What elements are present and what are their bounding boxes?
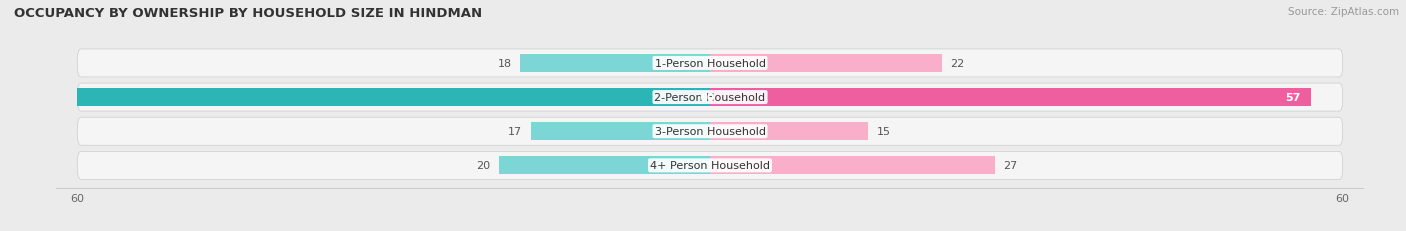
Bar [710, 89, 1310, 106]
Text: 27: 27 [1004, 161, 1018, 171]
Bar [520, 55, 710, 73]
Bar [499, 157, 710, 174]
Text: 3-Person Household: 3-Person Household [655, 127, 765, 137]
Bar [77, 89, 710, 106]
FancyBboxPatch shape [77, 118, 1343, 146]
Text: 57: 57 [1285, 93, 1301, 103]
Bar [710, 123, 868, 140]
FancyBboxPatch shape [77, 84, 1343, 112]
Text: OCCUPANCY BY OWNERSHIP BY HOUSEHOLD SIZE IN HINDMAN: OCCUPANCY BY OWNERSHIP BY HOUSEHOLD SIZE… [14, 7, 482, 20]
Bar [710, 55, 942, 73]
Text: 15: 15 [877, 127, 890, 137]
Text: 20: 20 [477, 161, 491, 171]
Text: Source: ZipAtlas.com: Source: ZipAtlas.com [1288, 7, 1399, 17]
Text: 22: 22 [950, 59, 965, 69]
Text: 17: 17 [508, 127, 523, 137]
Text: 1-Person Household: 1-Person Household [655, 59, 765, 69]
Bar [710, 157, 994, 174]
Text: 60: 60 [700, 93, 716, 103]
Bar [531, 123, 710, 140]
Text: 2-Person Household: 2-Person Household [654, 93, 766, 103]
Text: 18: 18 [498, 59, 512, 69]
FancyBboxPatch shape [77, 50, 1343, 78]
FancyBboxPatch shape [77, 152, 1343, 179]
Text: 4+ Person Household: 4+ Person Household [650, 161, 770, 171]
